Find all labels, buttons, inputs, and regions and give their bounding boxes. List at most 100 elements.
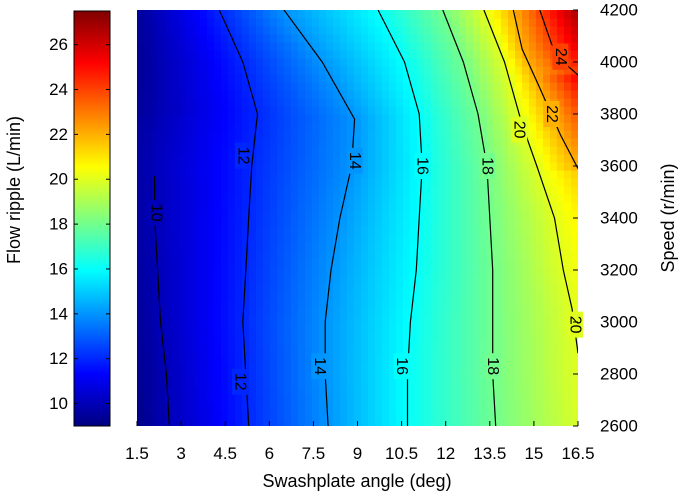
field-cell (235, 98, 243, 107)
field-cell (564, 234, 572, 243)
field-cell (508, 90, 516, 99)
field-cell (508, 106, 516, 115)
field-cell (242, 210, 250, 219)
field-cell (214, 362, 222, 371)
field-cell (529, 266, 537, 275)
field-cell (536, 250, 544, 259)
field-cell (228, 58, 236, 67)
field-cell (326, 242, 334, 251)
field-cell (396, 274, 404, 283)
field-cell (291, 394, 299, 403)
field-cell (277, 170, 285, 179)
field-cell (347, 266, 355, 275)
field-cell (298, 186, 306, 195)
field-cell (487, 74, 495, 83)
field-cell (494, 402, 502, 411)
field-cell (312, 218, 320, 227)
contour-label-22: 22 (543, 105, 560, 123)
field-cell (382, 170, 390, 179)
field-cell (473, 178, 481, 187)
field-cell (571, 138, 578, 147)
field-cell (445, 26, 453, 35)
field-cell (494, 98, 502, 107)
field-cell (543, 178, 551, 187)
field-cell (172, 402, 180, 411)
field-cell (536, 26, 544, 35)
field-cell (235, 130, 243, 139)
field-cell (403, 274, 411, 283)
field-cell (228, 234, 236, 243)
colorbar-tick-label: 10 (49, 394, 68, 413)
field-cell (417, 346, 425, 355)
field-cell (564, 26, 572, 35)
field-cell (235, 346, 243, 355)
field-cell (515, 298, 523, 307)
field-cell (172, 50, 180, 59)
field-cell (410, 202, 418, 211)
field-cell (347, 306, 355, 315)
field-cell (235, 210, 243, 219)
field-cell (193, 250, 201, 259)
field-cell (522, 234, 530, 243)
field-cell (277, 58, 285, 67)
field-cell (221, 354, 229, 363)
field-cell (144, 50, 152, 59)
field-cell (291, 74, 299, 83)
field-cell (529, 178, 537, 187)
field-cell (543, 202, 551, 211)
field-cell (186, 122, 194, 131)
field-cell (298, 106, 306, 115)
field-cell (242, 226, 250, 235)
field-cell (529, 290, 537, 299)
field-cell (529, 346, 537, 355)
field-cell (557, 138, 565, 147)
field-cell (389, 242, 397, 251)
field-cell (382, 122, 390, 131)
field-cell (207, 162, 215, 171)
field-cell (172, 138, 180, 147)
field-cell (200, 74, 208, 83)
field-cell (424, 338, 432, 347)
field-cell (550, 90, 558, 99)
field-cell (361, 26, 369, 35)
field-cell (564, 194, 572, 203)
field-cell (193, 130, 201, 139)
field-cell (452, 90, 460, 99)
field-cell (445, 194, 453, 203)
field-cell (522, 74, 530, 83)
field-cell (389, 90, 397, 99)
field-cell (242, 354, 250, 363)
field-cell (347, 354, 355, 363)
field-cell (270, 146, 278, 155)
field-cell (515, 330, 523, 339)
field-cell (515, 402, 523, 411)
field-cell (291, 186, 299, 195)
field-cell (144, 394, 152, 403)
field-cell (424, 258, 432, 267)
field-cell (515, 178, 523, 187)
field-cell (361, 98, 369, 107)
field-cell (179, 114, 187, 123)
field-cell (151, 50, 159, 59)
field-cell (557, 26, 565, 35)
field-cell (522, 418, 530, 426)
field-cell (137, 362, 145, 371)
field-cell (144, 234, 152, 243)
field-cell (536, 282, 544, 291)
field-cell (571, 122, 578, 131)
field-cell (389, 370, 397, 379)
field-cell (305, 402, 313, 411)
field-cell (263, 362, 271, 371)
field-cell (389, 106, 397, 115)
field-cell (158, 74, 166, 83)
field-cell (291, 202, 299, 211)
field-cell (501, 290, 509, 299)
field-cell (543, 154, 551, 163)
field-cell (347, 106, 355, 115)
field-cell (207, 298, 215, 307)
field-cell (508, 98, 516, 107)
field-cell (151, 378, 159, 387)
field-cell (508, 194, 516, 203)
field-cell (144, 282, 152, 291)
field-cell (249, 402, 257, 411)
